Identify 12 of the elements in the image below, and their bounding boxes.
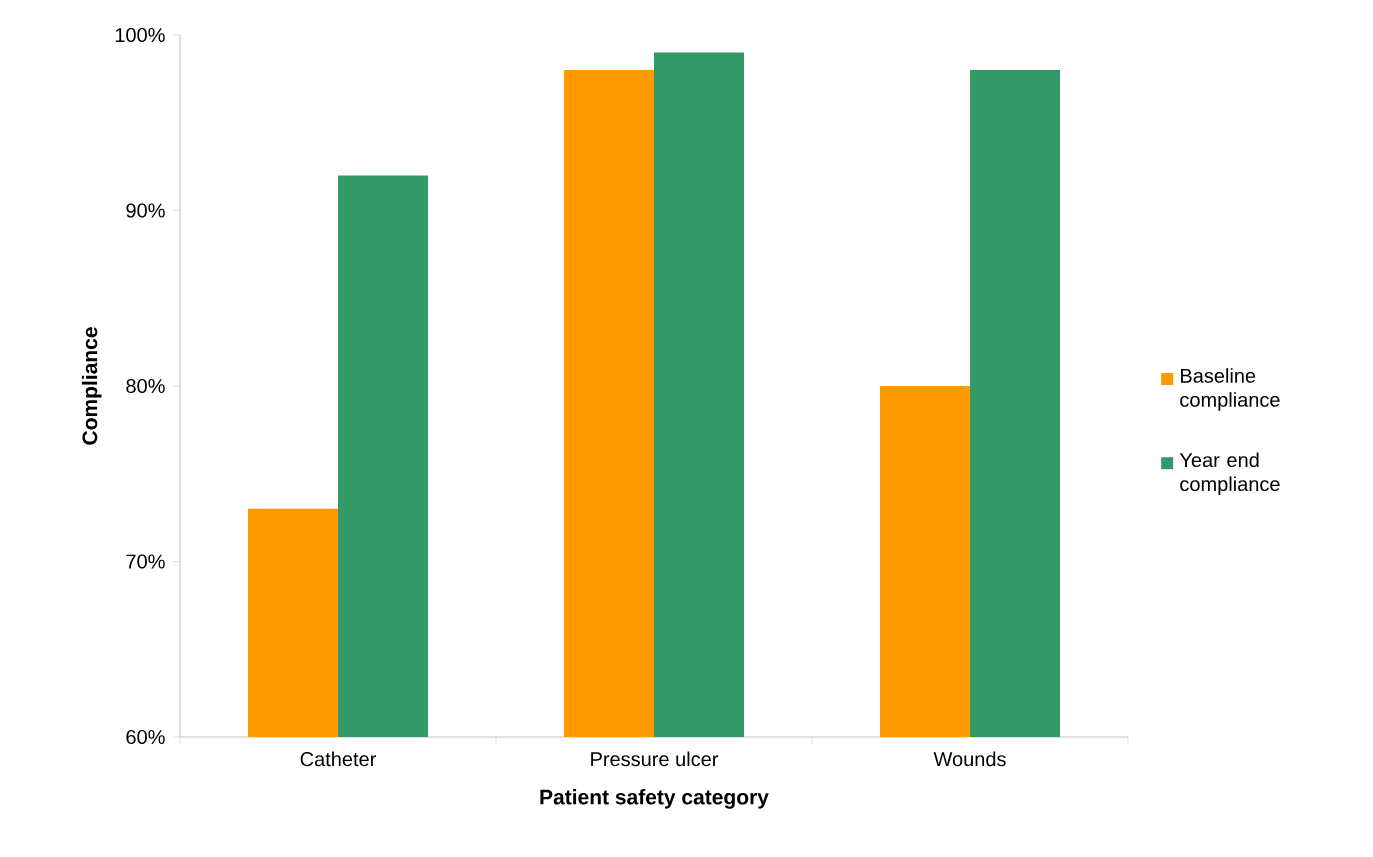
legend-label: Baseline compliance <box>1180 368 1280 411</box>
y-axis-title: Compliance <box>81 327 102 445</box>
x-tick-label: Catheter <box>300 751 377 767</box>
x-axis-title: Patient safety category <box>540 789 769 809</box>
y-tick-label: 90% <box>126 203 165 218</box>
x-tick-label: Pressure ulcer <box>591 751 719 767</box>
legend-label: Year end compliance <box>1179 452 1280 496</box>
y-tick-label: 80% <box>126 378 165 394</box>
y-tick-label: 60% <box>126 729 165 745</box>
y-tick-label: 70% <box>126 554 165 569</box>
x-tick-label: Wounds <box>933 751 1006 767</box>
y-tick-label: 100% <box>115 27 165 43</box>
